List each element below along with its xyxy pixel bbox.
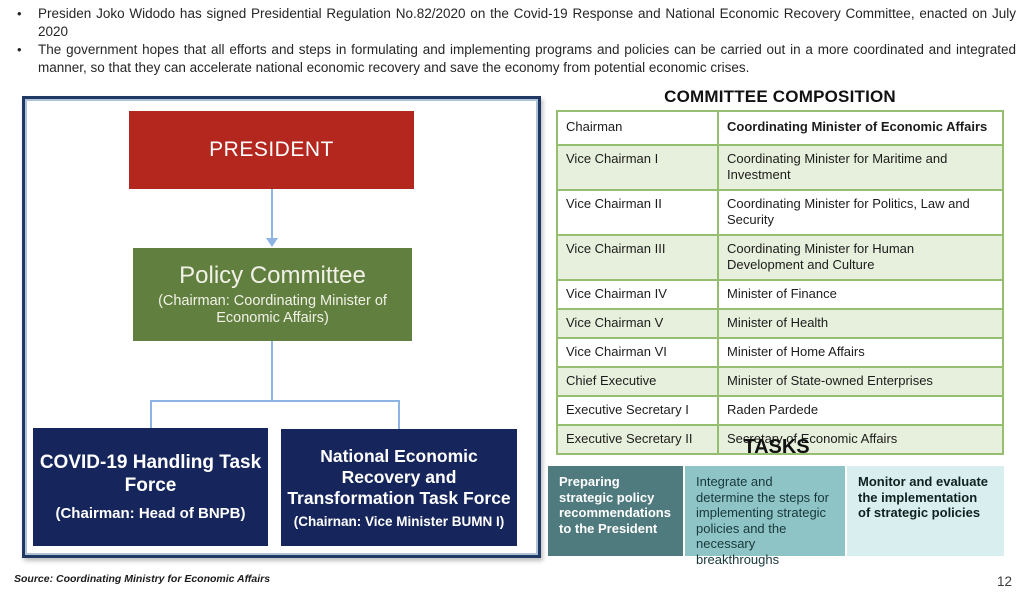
holder-cell: Minister of Health	[717, 308, 1004, 339]
connector-right-drop	[398, 400, 400, 430]
role-cell: Vice Chairman V	[556, 308, 719, 339]
policy-to-taskforces-stem	[271, 341, 273, 401]
policy-committee-box: Policy Committee (Chairman: Coordinating…	[133, 248, 412, 341]
president-box: PRESIDENT	[129, 111, 414, 189]
task-card-monitor: Monitor and evaluate the implementation …	[847, 466, 1004, 556]
tasks-title: TASKS	[743, 436, 810, 458]
role-cell: Vice Chairman IV	[556, 279, 719, 310]
president-label: PRESIDENT	[209, 138, 334, 161]
holder-cell: Minister of State-owned Enterprises	[717, 366, 1004, 397]
arrow-down-icon	[266, 238, 278, 247]
role-cell: Vice Chairman I	[556, 144, 719, 191]
role-cell: Vice Chairman VI	[556, 337, 719, 368]
holder-cell: Minister of Finance	[717, 279, 1004, 310]
holder-cell: Coordinating Minister for Maritime and I…	[717, 144, 1004, 191]
economic-task-force-subtitle: (Chairnan: Vice Minister BUMN I)	[293, 513, 505, 529]
intro-bullet-list: Presiden Joko Widodo has signed Presiden…	[14, 5, 1016, 77]
page-number: 12	[996, 574, 1012, 589]
source-note: Source: Coordinating Ministry for Econom…	[14, 573, 271, 585]
table-row: Executive Secretary I Raden Pardede	[556, 395, 1004, 426]
role-cell: Executive Secretary II	[556, 424, 719, 455]
policy-committee-subtitle: (Chairman: Coordinating Minister of Econ…	[158, 293, 387, 326]
covid-task-force-subtitle: (Chairman: Head of BNPB)	[55, 505, 246, 522]
table-row: Vice Chairman V Minister of Health	[556, 308, 1004, 339]
holder-cell: Coordinating Minister for Human Developm…	[717, 234, 1004, 281]
policy-to-taskforces-crossbar	[150, 400, 400, 402]
bullet-item: The government hopes that all efforts an…	[14, 41, 1016, 76]
table-row: Vice Chairman I Coordinating Minister fo…	[556, 144, 1004, 191]
role-cell: Chairman	[556, 110, 719, 146]
role-cell: Vice Chairman II	[556, 189, 719, 236]
task-card-integrate: Integrate and determine the steps for im…	[685, 466, 845, 567]
bullet-item: Presiden Joko Widodo has signed Presiden…	[14, 5, 1016, 40]
org-chart-panel: PRESIDENT Policy Committee (Chairman: Co…	[22, 96, 541, 558]
covid-task-force-box: COVID-19 Handling Task Force (Chairman: …	[33, 428, 268, 546]
table-row: Chairman Coordinating Minister of Econom…	[556, 110, 1004, 146]
holder-cell: Secretary of Economic Affairs	[717, 424, 1004, 455]
table-row: Vice Chairman III Coordinating Minister …	[556, 234, 1004, 281]
economic-task-force-title: National Economic Recovery and Transform…	[287, 445, 511, 508]
policy-committee-title: Policy Committee	[179, 262, 366, 289]
role-cell: Executive Secretary I	[556, 395, 719, 426]
holder-cell: Coordinating Minister for Politics, Law …	[717, 189, 1004, 236]
task-card-prepare: Preparing strategic policy recommendatio…	[548, 466, 683, 556]
table-row: Vice Chairman VI Minister of Home Affair…	[556, 337, 1004, 368]
committee-composition-title: COMMITTEE COMPOSITION	[664, 87, 896, 106]
holder-cell: Minister of Home Affairs	[717, 337, 1004, 368]
role-cell: Chief Executive	[556, 366, 719, 397]
role-cell: Vice Chairman III	[556, 234, 719, 281]
holder-cell: Coordinating Minister of Economic Affair…	[717, 110, 1004, 146]
holder-cell: Raden Pardede	[717, 395, 1004, 426]
table-row: Vice Chairman II Coordinating Minister f…	[556, 189, 1004, 236]
table-row: Chief Executive Minister of State-owned …	[556, 366, 1004, 397]
president-to-policy-connector	[271, 189, 273, 238]
connector-left-drop	[150, 400, 152, 429]
economic-task-force-box: National Economic Recovery and Transform…	[281, 429, 517, 546]
table-row: Executive Secretary II Secretary of Econ…	[556, 424, 1004, 455]
table-row: Vice Chairman IV Minister of Finance	[556, 279, 1004, 310]
covid-task-force-title: COVID-19 Handling Task Force	[39, 452, 262, 496]
committee-composition-table: Chairman Coordinating Minister of Econom…	[556, 110, 1004, 455]
